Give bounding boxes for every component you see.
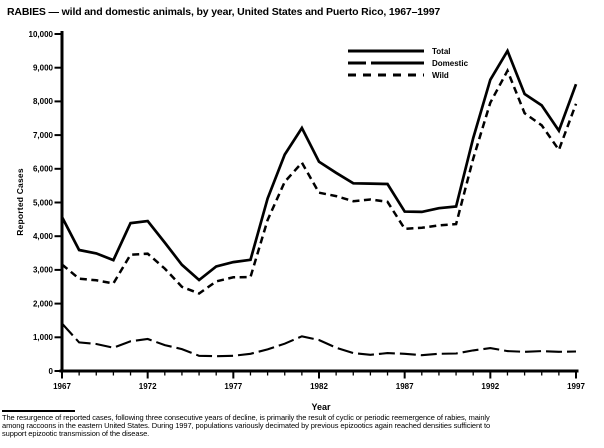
y-tick-label: 7,000 [33,131,54,140]
x-tick-label: 1967 [53,382,71,391]
x-tick-label: 1972 [139,382,157,391]
x-tick-label: 1982 [310,382,328,391]
y-tick-label: 10,000 [29,30,54,39]
y-tick-label: 8,000 [33,97,54,106]
series-line-domestic [61,322,577,358]
legend-label-total: Total [432,47,451,56]
footnote-line-2: among raccoons in the eastern United Sta… [2,421,491,430]
y-tick-label: 3,000 [33,266,54,275]
x-axis-title: Year [311,402,331,412]
series-line-total [60,47,578,282]
legend-label-wild: Wild [432,71,449,80]
series-line-wild [61,67,578,295]
footnote-line-1: The resurgence of reported cases, follow… [2,413,490,422]
footnote: The resurgence of reported cases, follow… [2,410,602,438]
footnote-rule [2,410,75,412]
y-axis-title: Reported Cases [15,168,25,236]
y-tick-label: 5,000 [33,198,54,207]
x-tick-label: 1977 [224,382,242,391]
x-tick-label: 1992 [481,382,499,391]
x-tick-label: 1987 [396,382,414,391]
y-tick-label: 6,000 [33,165,54,174]
legend-label-domestic: Domestic [432,59,469,68]
y-tick-label: 1,000 [33,333,54,342]
rabies-line-chart: 0 1,000 2,000 3,000 4,000 5,000 6,000 7,000 8,00… [15,30,585,412]
footnote-line-3: support epizootic transmission of the di… [2,429,150,438]
x-tick-label: 1997 [567,382,585,391]
y-tick-label: 9,000 [33,64,54,73]
y-tick-label: 4,000 [33,232,54,241]
chart-title: RABIES — wild and domestic animals, by y… [7,6,441,18]
y-tick-label: 2,000 [33,299,54,308]
y-tick-label: 0 [49,367,54,376]
